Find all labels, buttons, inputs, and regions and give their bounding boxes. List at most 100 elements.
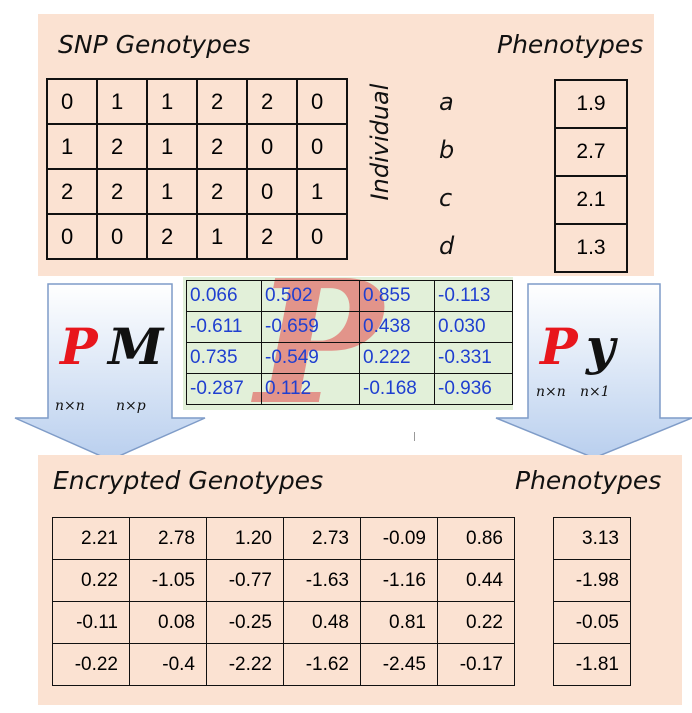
encrypted-phenotype-vector: 3.13 -1.98 -0.05 -1.81 bbox=[553, 517, 631, 686]
genotype-cell: 0 bbox=[46, 78, 98, 125]
key-matrix-cell: -0.936 bbox=[434, 373, 513, 405]
left-m-symbol: M bbox=[108, 317, 164, 376]
encrypted-genotype-cell: 0.48 bbox=[283, 601, 361, 644]
individual-b: b bbox=[439, 136, 455, 164]
key-matrix-row: 0.066 0.502 0.855 -0.113 bbox=[186, 280, 513, 312]
phenotype-row: 2.1 bbox=[554, 175, 628, 225]
phenotype-vector-top: 1.9 2.7 2.1 1.3 bbox=[554, 79, 628, 273]
phenotype-cell: 2.7 bbox=[554, 127, 628, 177]
encrypted-genotype-cell: -1.05 bbox=[129, 559, 207, 602]
key-matrix-cell: -0.549 bbox=[261, 342, 360, 374]
genotype-cell: 1 bbox=[146, 78, 198, 125]
right-y-dimension: n×1 bbox=[580, 384, 610, 400]
right-down-arrow bbox=[495, 283, 692, 459]
encrypted-genotype-row: -0.22 -0.4 -2.22 -1.62 -2.45 -0.17 bbox=[52, 643, 515, 686]
genotype-cell: 0 bbox=[296, 123, 348, 170]
genotype-cell: 2 bbox=[246, 213, 298, 260]
encrypted-phenotype-row: 3.13 bbox=[553, 517, 631, 560]
encrypted-phenotype-cell: 3.13 bbox=[553, 517, 631, 560]
phenotype-cell: 2.1 bbox=[554, 175, 628, 225]
key-matrix-cell: -0.659 bbox=[261, 311, 360, 343]
key-matrix-cell: 0.855 bbox=[359, 280, 435, 312]
encrypted-genotype-cell: 2.73 bbox=[283, 517, 361, 560]
encrypted-genotype-cell: -0.22 bbox=[52, 643, 130, 686]
encrypted-phenotype-row: -1.98 bbox=[553, 559, 631, 602]
key-matrix-cell: 0.222 bbox=[359, 342, 435, 374]
genotype-cell: 1 bbox=[196, 213, 248, 260]
encrypted-genotype-matrix: 2.21 2.78 1.20 2.73 -0.09 0.86 0.22 -1.05 -0.77-… bbox=[52, 517, 515, 686]
key-matrix-cell: 0.030 bbox=[434, 311, 513, 343]
key-matrix-cell: -0.611 bbox=[186, 311, 262, 343]
key-matrix: 0.066 0.502 0.855 -0.113 -0.611 -0.659 0.438 0.… bbox=[186, 280, 513, 405]
encrypted-genotype-cell: 0.22 bbox=[437, 601, 515, 644]
phenotypes-title-top: Phenotypes bbox=[497, 30, 644, 59]
phenotypes-title-bottom: Phenotypes bbox=[515, 466, 662, 495]
left-p-symbol: P bbox=[60, 317, 98, 376]
genotype-cell: 0 bbox=[246, 123, 298, 170]
phenotype-row: 1.9 bbox=[554, 79, 628, 129]
key-matrix-cell: -0.168 bbox=[359, 373, 435, 405]
encrypted-phenotype-cell: -1.98 bbox=[553, 559, 631, 602]
encrypted-genotype-cell: 2.78 bbox=[129, 517, 207, 560]
encrypted-genotype-cell: -0.09 bbox=[360, 517, 438, 560]
key-matrix-cell: 0.502 bbox=[261, 280, 360, 312]
genotype-cell: 2 bbox=[196, 168, 248, 215]
individual-c: c bbox=[439, 184, 453, 212]
encrypted-phenotype-cell: -0.05 bbox=[553, 601, 631, 644]
genotype-cell: 1 bbox=[146, 168, 198, 215]
key-matrix-row: -0.287 0.112 -0.168 -0.936 bbox=[186, 373, 513, 405]
encrypted-phenotype-cell: -1.81 bbox=[553, 643, 631, 686]
genotype-cell: 0 bbox=[296, 213, 348, 260]
encrypted-genotype-row: 0.22 -1.05 -0.77 -1.63 -1.16 0.44 bbox=[52, 559, 515, 602]
right-p-dimension: n×n bbox=[536, 384, 566, 400]
key-matrix-cell: -0.287 bbox=[186, 373, 262, 405]
encrypted-genotype-cell: -1.62 bbox=[283, 643, 361, 686]
genotype-cell: 2 bbox=[96, 123, 148, 170]
key-matrix-cell: 0.112 bbox=[261, 373, 360, 405]
key-matrix-cell: 0.066 bbox=[186, 280, 262, 312]
right-p-symbol: P bbox=[540, 317, 578, 376]
genotype-cell: 0 bbox=[246, 168, 298, 215]
phenotype-cell: 1.9 bbox=[554, 79, 628, 129]
encrypted-genotype-row: -0.11 0.08 -0.25 0.48 0.81 0.22 bbox=[52, 601, 515, 644]
genotype-cell: 0 bbox=[46, 213, 98, 260]
genotype-cell: 1 bbox=[296, 168, 348, 215]
encrypted-genotype-cell: -0.17 bbox=[437, 643, 515, 686]
individual-a: a bbox=[439, 88, 454, 116]
encrypted-phenotype-row: -0.05 bbox=[553, 601, 631, 644]
key-matrix-cell: 0.735 bbox=[186, 342, 262, 374]
encrypted-genotype-cell: -0.11 bbox=[52, 601, 130, 644]
encrypted-genotype-cell: -1.63 bbox=[283, 559, 361, 602]
genotype-cell: 0 bbox=[96, 213, 148, 260]
phenotype-cell: 1.3 bbox=[554, 223, 628, 273]
encrypted-genotype-cell: -0.25 bbox=[206, 601, 284, 644]
encrypted-genotype-row: 2.21 2.78 1.20 2.73 -0.09 0.86 bbox=[52, 517, 515, 560]
encrypted-genotype-cell: 0.44 bbox=[437, 559, 515, 602]
right-y-symbol: y bbox=[586, 317, 616, 376]
key-matrix-row: 0.735 -0.549 0.222 -0.331 bbox=[186, 342, 513, 374]
genotype-cell: 2 bbox=[146, 213, 198, 260]
encrypted-genotype-cell: -0.4 bbox=[129, 643, 207, 686]
key-matrix-cell: -0.331 bbox=[434, 342, 513, 374]
genotype-cell: 2 bbox=[246, 78, 298, 125]
encrypted-genotype-cell: 0.22 bbox=[52, 559, 130, 602]
genotype-cell: 1 bbox=[46, 123, 98, 170]
individual-d: d bbox=[439, 232, 455, 260]
divider-tick bbox=[414, 432, 415, 441]
phenotype-row: 2.7 bbox=[554, 127, 628, 177]
genotype-cell: 2 bbox=[46, 168, 98, 215]
encrypted-genotypes-title: Encrypted Genotypes bbox=[53, 466, 324, 495]
encrypted-genotype-cell: 2.21 bbox=[52, 517, 130, 560]
genotype-cell: 2 bbox=[196, 123, 248, 170]
encrypted-phenotype-row: -1.81 bbox=[553, 643, 631, 686]
encrypted-genotype-cell: 1.20 bbox=[206, 517, 284, 560]
encrypted-genotype-cell: -2.45 bbox=[360, 643, 438, 686]
encrypted-genotype-cell: -0.77 bbox=[206, 559, 284, 602]
phenotype-row: 1.3 bbox=[554, 223, 628, 273]
